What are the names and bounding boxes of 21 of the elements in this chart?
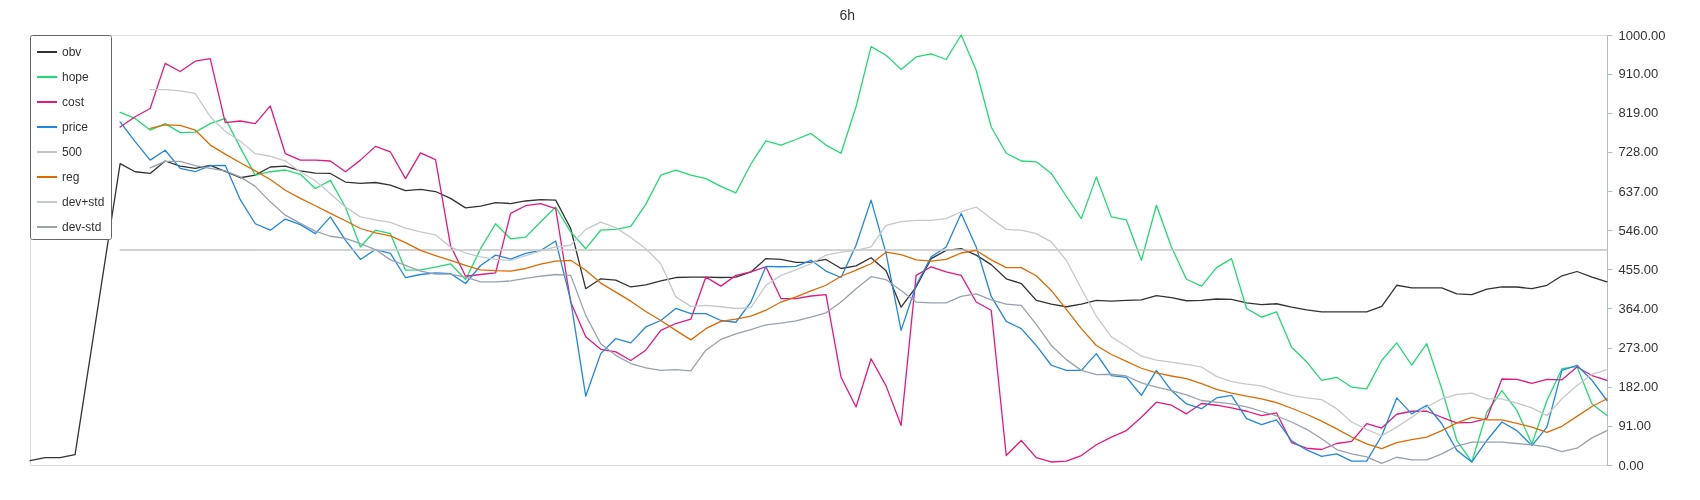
y-tick-label: 182.00 [1618,379,1659,395]
y-tick-label: 273.00 [1618,340,1659,356]
legend-label: hope [62,70,90,84]
y-tick-label: 819.00 [1618,105,1659,121]
y-tick-label: 637.00 [1618,183,1659,199]
legend-label: cost [62,95,85,109]
y-tick-label: 455.00 [1618,261,1659,277]
y-tick-label: 0.00 [1618,457,1644,473]
legend-label: price [62,120,89,134]
y-tick-label: 728.00 [1618,144,1659,160]
legend-label: reg [62,170,80,184]
legend-label: dev+std [62,195,105,209]
y-tick-label: 546.00 [1618,222,1659,238]
chart-title: 6h [839,7,855,23]
y-tick-label: 1000.00 [1618,27,1666,43]
y-tick-label: 91.00 [1618,418,1652,434]
legend-label: dev-std [62,220,102,234]
y-tick-label: 910.00 [1618,66,1659,82]
y-tick-label: 364.00 [1618,300,1659,316]
legend-label: obv [62,45,82,59]
legend-label: 500 [62,145,83,159]
